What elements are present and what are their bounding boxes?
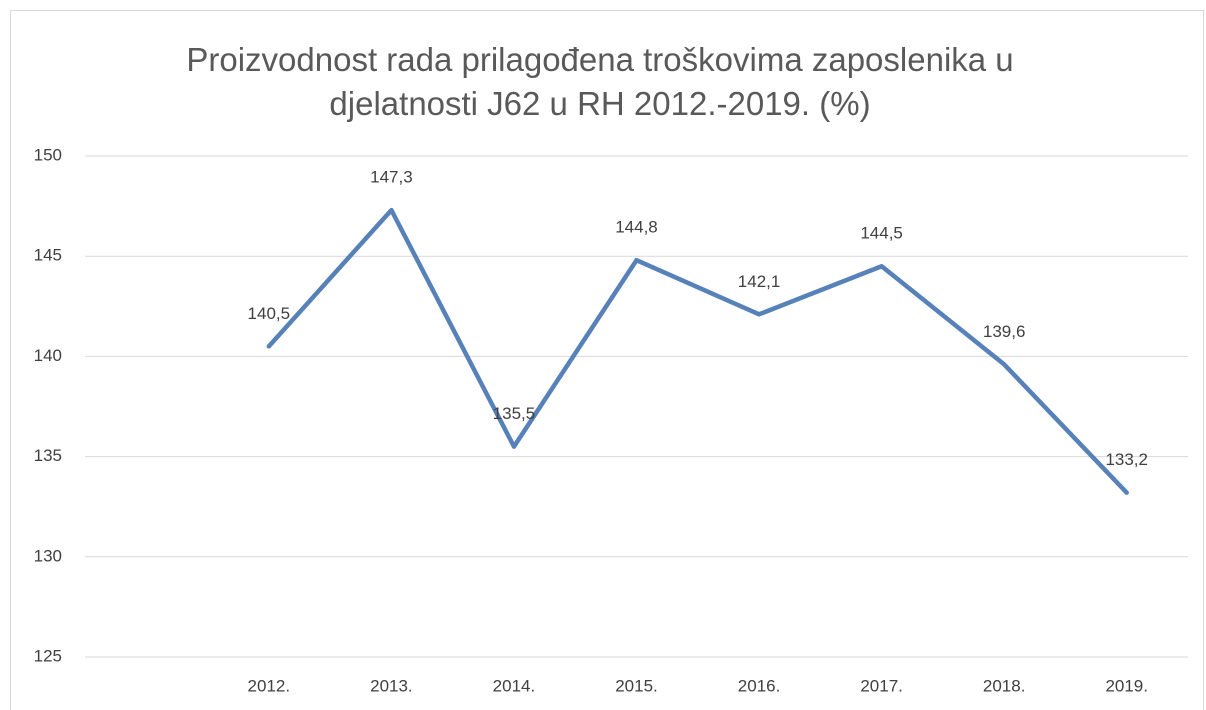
data-label: 135,5	[493, 404, 536, 423]
x-tick-label: 2012.	[248, 676, 291, 695]
data-label: 144,8	[615, 218, 658, 237]
y-tick-label: 140	[34, 346, 62, 365]
x-tick-label: 2013.	[370, 676, 413, 695]
chart-frame	[10, 10, 1204, 710]
y-tick-label: 150	[34, 145, 62, 164]
x-tick-label: 2017.	[860, 676, 903, 695]
y-tick-label: 125	[34, 646, 62, 665]
y-tick-label: 135	[34, 446, 62, 465]
data-label: 144,5	[860, 224, 903, 243]
data-label: 140,5	[248, 304, 291, 323]
data-label: 133,2	[1105, 450, 1148, 469]
x-tick-label: 2014.	[493, 676, 536, 695]
x-tick-label: 2018.	[983, 676, 1026, 695]
x-tick-label: 2015.	[615, 676, 658, 695]
data-label: 139,6	[983, 322, 1026, 341]
chart-title: Proizvodnost rada prilagođena troškovima…	[186, 41, 1014, 122]
x-tick-label: 2019.	[1105, 676, 1148, 695]
data-label: 142,1	[738, 272, 781, 291]
data-label: 147,3	[370, 168, 413, 187]
x-tick-label: 2016.	[738, 676, 781, 695]
data-line	[266, 207, 1129, 495]
y-tick-label: 130	[34, 546, 62, 565]
y-tick-label: 145	[34, 246, 62, 265]
